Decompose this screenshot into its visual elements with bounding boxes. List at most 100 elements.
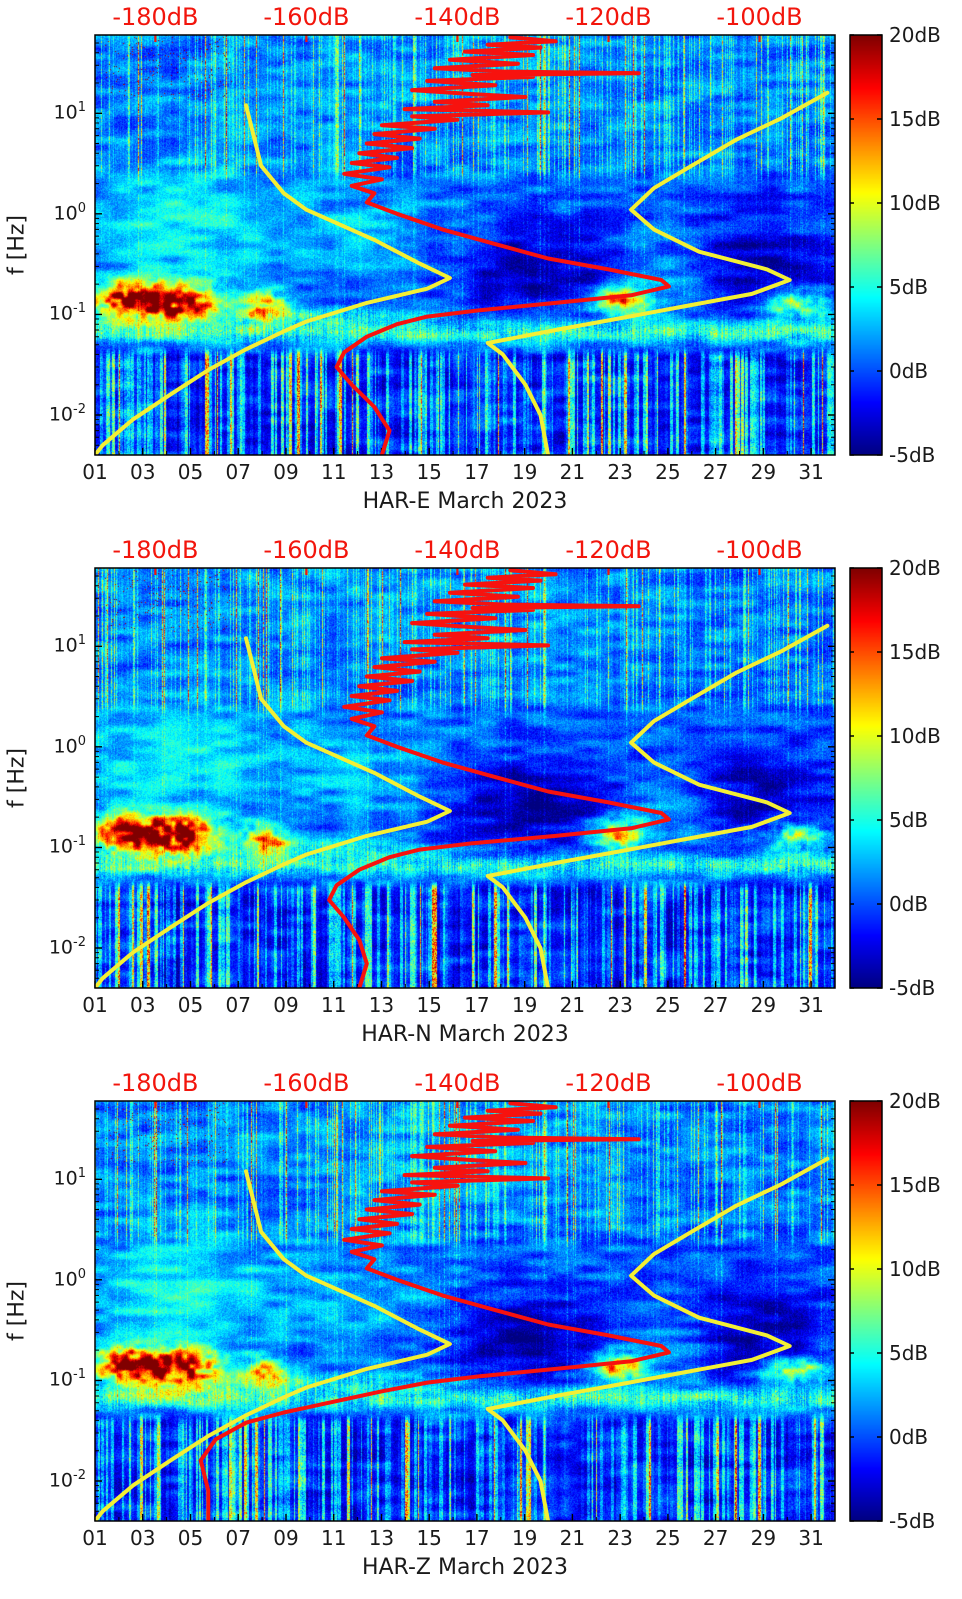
- y-tick-base: 10: [48, 936, 74, 959]
- x-tick-label: 09: [273, 993, 299, 1017]
- y-tick-base: 10: [53, 101, 78, 124]
- x-tick-label: 31: [798, 993, 824, 1017]
- x-tick-label: 03: [130, 1526, 156, 1550]
- y-tick-exponent: -2: [73, 935, 86, 951]
- x-tick-label: 29: [750, 1526, 777, 1550]
- x-tick-label: 01: [82, 993, 108, 1017]
- colorbar-tick-label: 15dB: [889, 1173, 941, 1197]
- y-tick-base: 10: [53, 634, 78, 657]
- top-axis-tick-label: -100dB: [716, 536, 803, 564]
- colorbar-tick-label: 0dB: [889, 1425, 929, 1449]
- x-tick-label: 17: [464, 993, 490, 1017]
- colorbar-tick-label: -5dB: [889, 443, 936, 467]
- x-tick-label: 31: [798, 1526, 824, 1550]
- y-tick-exponent: -1: [73, 301, 86, 317]
- x-tick-label: 11: [320, 460, 347, 484]
- top-axis-tick-label: -160dB: [263, 536, 350, 564]
- colorbar-tick-label: 5dB: [889, 1341, 929, 1365]
- y-tick-base: 10: [48, 302, 74, 325]
- y-axis-label: f [Hz]: [4, 215, 30, 275]
- x-tick-label: 27: [702, 460, 729, 484]
- x-tick-label: 09: [273, 460, 299, 484]
- x-tick-label: 19: [511, 993, 538, 1017]
- x-tick-label: 05: [177, 460, 204, 484]
- x-tick-label: 23: [607, 993, 633, 1017]
- y-tick-base: 10: [53, 202, 78, 225]
- x-tick-label: 11: [320, 993, 347, 1017]
- y-tick-exponent: -1: [73, 834, 86, 850]
- colorbar-tick-label: 0dB: [889, 892, 929, 916]
- top-axis-tick-label: -120dB: [565, 3, 652, 31]
- spectrogram-heatmap: [95, 568, 835, 988]
- x-tick-label: 17: [464, 1526, 490, 1550]
- x-tick-label: 27: [702, 1526, 729, 1550]
- x-tick-label: 21: [559, 1526, 586, 1550]
- top-axis-tick-label: -160dB: [263, 1069, 350, 1097]
- colorbar-tick-label: -5dB: [889, 1509, 936, 1533]
- y-tick-label: 10-1: [24, 302, 86, 325]
- colorbar-tick-label: 20dB: [889, 556, 941, 580]
- colorbar-gradient: [850, 35, 882, 455]
- colorbar-tick-label: 5dB: [889, 808, 929, 832]
- y-tick-exponent: -2: [73, 402, 86, 418]
- y-tick-exponent: 1: [77, 633, 86, 649]
- top-axis-tick-label: -120dB: [565, 1069, 652, 1097]
- top-axis-tick-label: -180dB: [112, 536, 199, 564]
- spectrogram-heatmap: [95, 35, 835, 455]
- y-tick-label: 100: [24, 1267, 86, 1290]
- x-tick-label: 03: [130, 993, 156, 1017]
- top-axis-tick-label: -120dB: [565, 536, 652, 564]
- x-tick-label: 19: [511, 1526, 538, 1550]
- x-tick-label: 03: [130, 460, 156, 484]
- x-tick-label: 13: [368, 460, 395, 484]
- colorbar-tick-label: 20dB: [889, 23, 941, 47]
- colorbar-tick-label: 15dB: [889, 640, 941, 664]
- top-axis-tick-label: -180dB: [112, 1069, 199, 1097]
- colorbar-tick-label: 10dB: [889, 191, 941, 215]
- spectrogram-panel-har-e: f [Hz] -180dB -160dB -140dB -120dB -100dB 101 1…: [0, 0, 962, 533]
- colorbar-tick-label: -5dB: [889, 976, 936, 1000]
- x-tick-label: 25: [655, 993, 681, 1017]
- x-tick-label: 01: [82, 1526, 108, 1550]
- y-tick-label: 101: [24, 100, 86, 123]
- spectrogram-panel-har-z: f [Hz] -180dB -160dB -140dB -120dB -100dB 101 1…: [0, 1066, 962, 1599]
- y-tick-label: 100: [24, 201, 86, 224]
- x-axis-title: HAR-E March 2023: [362, 489, 568, 514]
- colorbar-gradient: [850, 1101, 882, 1521]
- colorbar-tick-label: 0dB: [889, 359, 929, 383]
- x-tick-label: 29: [750, 460, 777, 484]
- x-tick-label: 25: [655, 1526, 681, 1550]
- y-tick-exponent: -1: [73, 1367, 86, 1383]
- x-tick-label: 07: [225, 993, 251, 1017]
- x-tick-label: 25: [655, 460, 681, 484]
- y-tick-base: 10: [48, 1469, 74, 1492]
- x-tick-label: 15: [416, 460, 442, 484]
- top-axis-tick-label: -180dB: [112, 3, 199, 31]
- colorbar-tick-label: 15dB: [889, 107, 941, 131]
- x-tick-label: 13: [368, 1526, 395, 1550]
- y-tick-base: 10: [53, 1268, 78, 1291]
- top-axis-tick-label: -140dB: [414, 536, 501, 564]
- x-tick-label: 21: [559, 993, 586, 1017]
- y-tick-exponent: 0: [77, 1266, 86, 1282]
- x-tick-label: 17: [464, 460, 490, 484]
- y-tick-exponent: 1: [77, 1166, 86, 1182]
- x-axis-title: HAR-Z March 2023: [361, 1555, 569, 1580]
- y-tick-label: 101: [24, 633, 86, 656]
- x-tick-label: 13: [368, 993, 395, 1017]
- y-tick-label: 10-1: [24, 1368, 86, 1391]
- colorbar-tick-label: 20dB: [889, 1089, 941, 1113]
- y-tick-base: 10: [48, 835, 74, 858]
- top-axis-tick-label: -160dB: [263, 3, 350, 31]
- x-tick-label: 15: [416, 993, 442, 1017]
- x-tick-label: 05: [177, 1526, 204, 1550]
- colorbar-tick-label: 10dB: [889, 724, 941, 748]
- x-tick-label: 23: [607, 1526, 633, 1550]
- top-axis-tick-label: -140dB: [414, 1069, 501, 1097]
- colorbar-gradient: [850, 568, 882, 988]
- y-axis-label: f [Hz]: [4, 1281, 30, 1341]
- y-tick-exponent: -2: [73, 1468, 86, 1484]
- colorbar-tick-label: 5dB: [889, 275, 929, 299]
- x-tick-label: 09: [273, 1526, 299, 1550]
- x-tick-label: 01: [82, 460, 108, 484]
